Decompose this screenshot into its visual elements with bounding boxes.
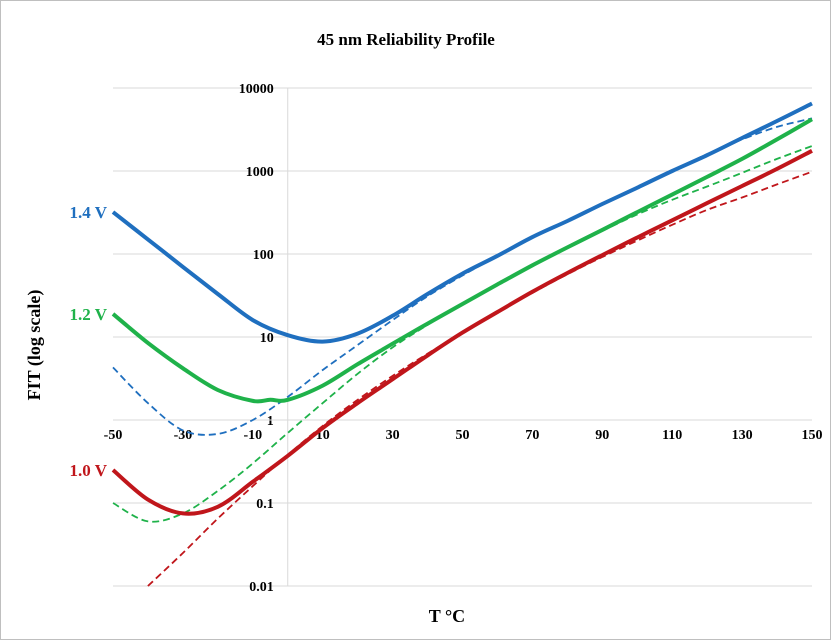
y-axis: 0.01 0.1 1 10 100 1000 10000 [239,82,289,595]
x-tick-label-4: 30 [386,428,400,443]
series-line-1-dashed [112,117,813,436]
x-tick-label-6: 70 [525,428,539,443]
y-tick-label-0: 0.01 [249,580,274,595]
x-tick-label-2: -10 [243,428,262,443]
chart-title: 45 nm Reliability Profile [317,30,495,49]
series-line-4-solid [111,149,813,516]
series-label-4: 1.0 V [70,461,108,480]
y-tick-label-4: 100 [253,248,274,263]
y-tick-label-3: 10 [260,331,274,346]
y-tick-label-5: 1000 [246,165,274,180]
x-tick-label-9: 130 [732,428,753,443]
x-tick-label-5: 50 [456,428,470,443]
series-label-2: 1.2 V [70,305,108,324]
y-tick-label-6: 10000 [239,82,274,97]
grid-lines [113,87,812,587]
voltage-labels: 1.4 V 1.2 V 1.0 V [70,203,108,480]
x-tick-label-8: 110 [662,428,682,443]
x-axis-label: T °C [429,606,465,626]
y-axis-label: FIT (log scale) [24,290,45,401]
series-group [111,101,813,587]
y-tick-label-2: 1 [267,414,274,429]
x-tick-label-10: 150 [802,428,823,443]
x-tick-label-0: -50 [104,428,123,443]
series-line-5-dashed [147,170,813,587]
series-line-3-dashed [112,145,813,523]
x-axis: -50 -30 -10 10 30 50 70 90 110 130 150 [104,419,823,443]
series-label-0: 1.4 V [70,203,108,222]
y-tick-label-1: 0.1 [256,497,274,512]
series-line-0-solid [111,101,813,344]
series-line-2-solid [111,117,813,404]
x-tick-label-7: 90 [595,428,609,443]
